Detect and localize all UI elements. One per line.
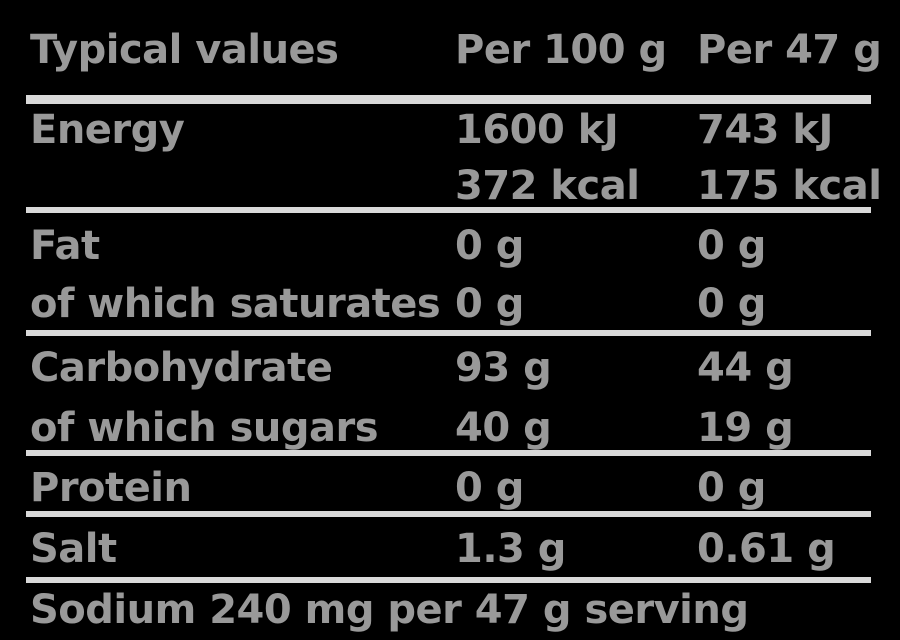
column-header-typical-values: Typical values (30, 27, 339, 73)
per-100g-value: 0 g (455, 465, 524, 511)
row-divider (26, 330, 871, 336)
per-100g-value: 0 g (455, 281, 524, 327)
row-sugars: of which sugars 40 g 19 g (0, 406, 900, 454)
row-carbohydrate: Carbohydrate 93 g 44 g (0, 346, 900, 394)
per-100g-value: 40 g (455, 405, 552, 451)
header-row: Typical values Per 100 g Per 47 g (0, 28, 900, 76)
column-header-per-47g: Per 47 g (697, 27, 882, 73)
per-47g-value: 175 kcal (697, 163, 882, 209)
per-47g-value: 19 g (697, 405, 794, 451)
per-47g-value: 0 g (697, 465, 766, 511)
footer-divider (26, 577, 871, 583)
row-protein: Protein 0 g 0 g (0, 466, 900, 514)
row-fat: Fat 0 g 0 g (0, 224, 900, 272)
nutrient-name: of which saturates (30, 281, 441, 327)
nutrient-name: Salt (30, 526, 117, 572)
per-100g-value: 372 kcal (455, 163, 640, 209)
per-47g-value: 44 g (697, 345, 794, 391)
sodium-footnote: Sodium 240 mg per 47 g serving (30, 587, 749, 633)
per-100g-value: 0 g (455, 223, 524, 269)
nutrient-name: Carbohydrate (30, 345, 333, 391)
nutrient-name: Fat (30, 223, 100, 269)
row-energy: Energy 1600 kJ 743 kJ (0, 108, 900, 156)
row-energy-kcal: 372 kcal 175 kcal (0, 164, 900, 212)
nutrient-name: Protein (30, 465, 192, 511)
per-47g-value: 0.61 g (697, 526, 836, 572)
per-47g-value: 0 g (697, 281, 766, 327)
row-divider (26, 511, 871, 517)
nutrient-name: of which sugars (30, 405, 379, 451)
column-header-per-100g: Per 100 g (455, 27, 667, 73)
row-salt: Salt 1.3 g 0.61 g (0, 527, 900, 575)
nutrient-name: Energy (30, 107, 185, 153)
per-100g-value: 93 g (455, 345, 552, 391)
header-divider (26, 95, 871, 104)
per-47g-value: 0 g (697, 223, 766, 269)
per-47g-value: 743 kJ (697, 107, 833, 153)
row-divider (26, 207, 871, 213)
row-saturates: of which saturates 0 g 0 g (0, 282, 900, 330)
row-divider (26, 450, 871, 456)
per-100g-value: 1.3 g (455, 526, 566, 572)
per-100g-value: 1600 kJ (455, 107, 619, 153)
